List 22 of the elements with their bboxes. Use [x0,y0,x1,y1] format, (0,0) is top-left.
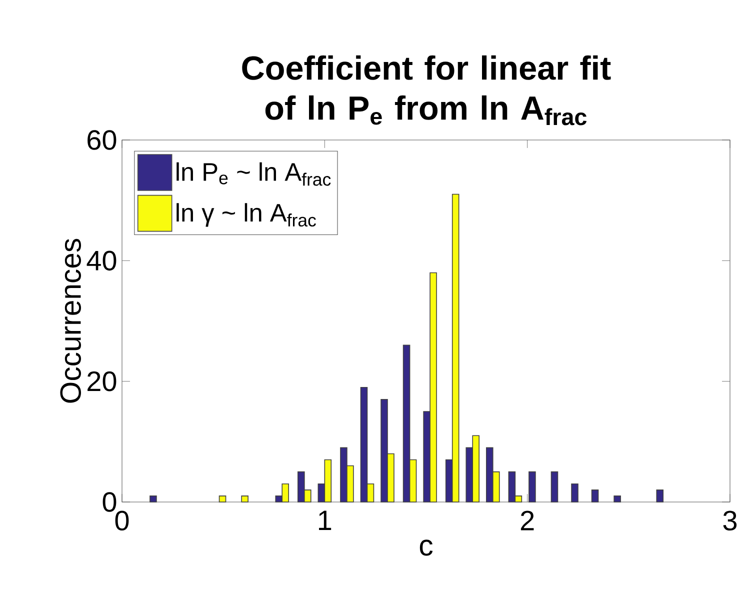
x-tick-label: 3 [723,510,737,531]
y-tick-label: 60 [88,130,116,150]
bar [656,490,664,502]
bar [550,471,558,502]
y-tick-label: 20 [88,371,116,392]
legend-label: ln P$_{e}$ ~ ln A$_{frac}$ [176,162,331,186]
y-tick-label: 0 [102,492,116,512]
bar [218,496,226,502]
x-tick-label: 0 [115,510,129,531]
bar [591,490,599,502]
x-axis-title: c [420,540,433,556]
chart-title: Coefficient for linear fit of ln P$_{e}$ from ln A$_{frac}$ [242,55,611,126]
y-tick-label: 40 [86,250,116,271]
legend-label: ln γ ~ ln A$_{frac}$ [176,203,316,227]
bar [571,483,578,502]
bar [150,496,157,502]
bar [614,496,621,502]
bar [528,471,536,502]
y-axis-title: Occurrences [60,238,81,403]
x-tick-label: 2 [520,510,534,530]
x-tick-label: 1 [319,510,332,530]
bar [241,496,248,502]
